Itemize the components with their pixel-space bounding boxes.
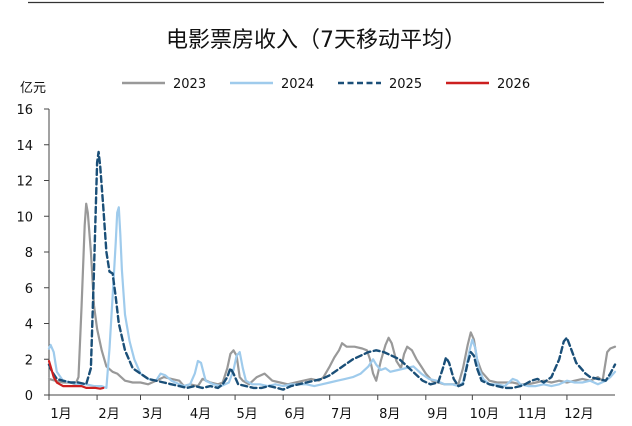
y-tick-label: 16 (16, 103, 33, 118)
legend-label-2025: 2025 (389, 77, 422, 92)
x-tick-label: 5月 (236, 407, 257, 422)
x-tick-label: 9月 (427, 407, 448, 422)
x-tick-label: 11月 (518, 407, 548, 422)
x-tick-label: 8月 (379, 407, 400, 422)
x-tick-label: 2月 (98, 407, 119, 422)
legend-label-2024: 2024 (281, 77, 314, 92)
y-tick-label: 4 (25, 318, 33, 333)
legend-label-2023: 2023 (173, 77, 206, 92)
legend-label-2026: 2026 (497, 77, 530, 92)
x-tick-label: 6月 (285, 407, 306, 422)
y-tick-label: 0 (25, 389, 33, 404)
y-axis: 0 2 4 6 8 10 12 14 16 (16, 103, 50, 404)
x-tick-label: 7月 (331, 407, 352, 422)
plot-area (47, 150, 617, 391)
chart-title: 电影票房收入（7天移动平均） (166, 28, 466, 53)
x-tick-label: 1月 (50, 407, 71, 422)
series-line-2025 (47, 150, 617, 391)
x-tick-label: 4月 (190, 407, 211, 422)
y-tick-label: 2 (25, 353, 33, 368)
legend: 2023 2024 2025 2026 (122, 77, 530, 92)
y-tick-label: 14 (16, 139, 33, 154)
x-tick-label: 12月 (564, 407, 594, 422)
series-line-2026 (47, 359, 105, 390)
x-tick-label: 3月 (142, 407, 163, 422)
series-line-2023 (47, 202, 617, 388)
y-tick-label: 6 (25, 282, 33, 297)
y-tick-label: 12 (16, 175, 33, 190)
y-tick-label: 10 (16, 210, 33, 225)
y-axis-unit-label: 亿元 (20, 81, 46, 96)
x-tick-label: 10月 (470, 407, 500, 422)
y-tick-label: 8 (25, 246, 33, 261)
x-axis: 1月 2月 3月 4月 5月 6月 7月 8月 9月 10月 11月 12月 (48, 394, 615, 422)
